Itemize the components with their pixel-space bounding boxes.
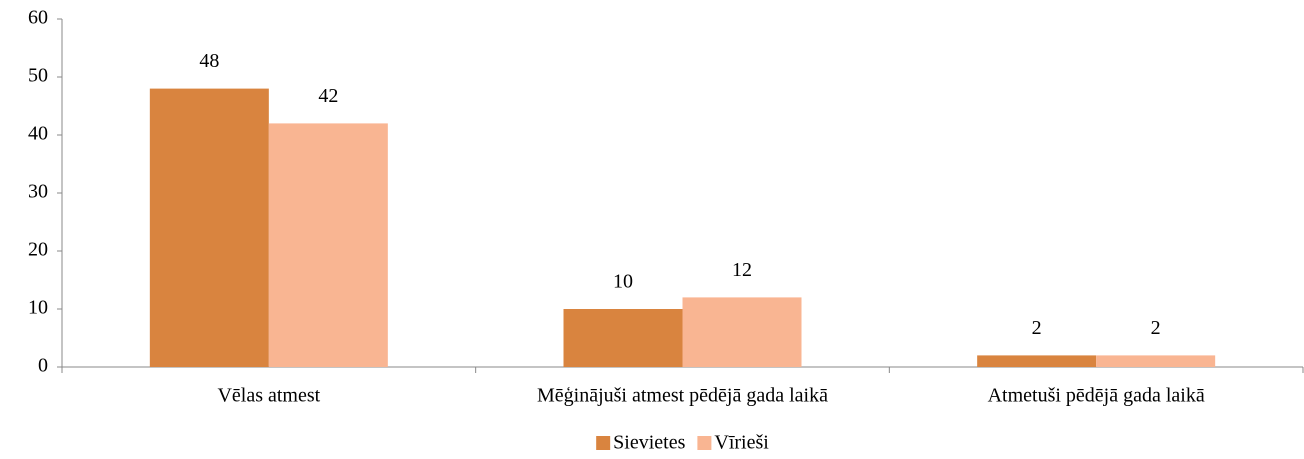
y-tick-label: 50: [28, 65, 48, 87]
bar: [149, 88, 269, 367]
y-tick-label: 30: [28, 181, 48, 203]
bar: [977, 355, 1097, 367]
y-tick-label: 20: [28, 239, 48, 261]
data-label: 48: [199, 50, 219, 72]
x-tick-label: Mēģinājuši atmest pēdējā gada laikā: [537, 385, 828, 407]
legend-swatch: [596, 436, 611, 450]
bar: [682, 297, 802, 367]
data-label: 42: [318, 85, 338, 107]
legend-label: Sievietes: [613, 432, 685, 454]
legend-swatch: [697, 436, 712, 450]
bar: [1096, 355, 1216, 367]
y-tick-label: 60: [28, 7, 48, 29]
x-tick-label: Vēlas atmest: [217, 385, 320, 407]
y-tick-label: 10: [28, 297, 48, 319]
data-label: 2: [1032, 317, 1042, 339]
x-tick-label: Atmetuši pēdējā gada laikā: [988, 385, 1205, 407]
y-tick-label: 0: [38, 355, 48, 377]
legend: Sievietes Vīrieši: [596, 432, 769, 454]
data-label: 12: [732, 259, 752, 281]
data-label: 2: [1151, 317, 1161, 339]
bar: [268, 123, 388, 368]
bar: [563, 309, 683, 367]
data-label: 10: [613, 271, 633, 293]
y-tick-label: 40: [28, 123, 48, 145]
legend-label: Vīrieši: [714, 432, 769, 454]
